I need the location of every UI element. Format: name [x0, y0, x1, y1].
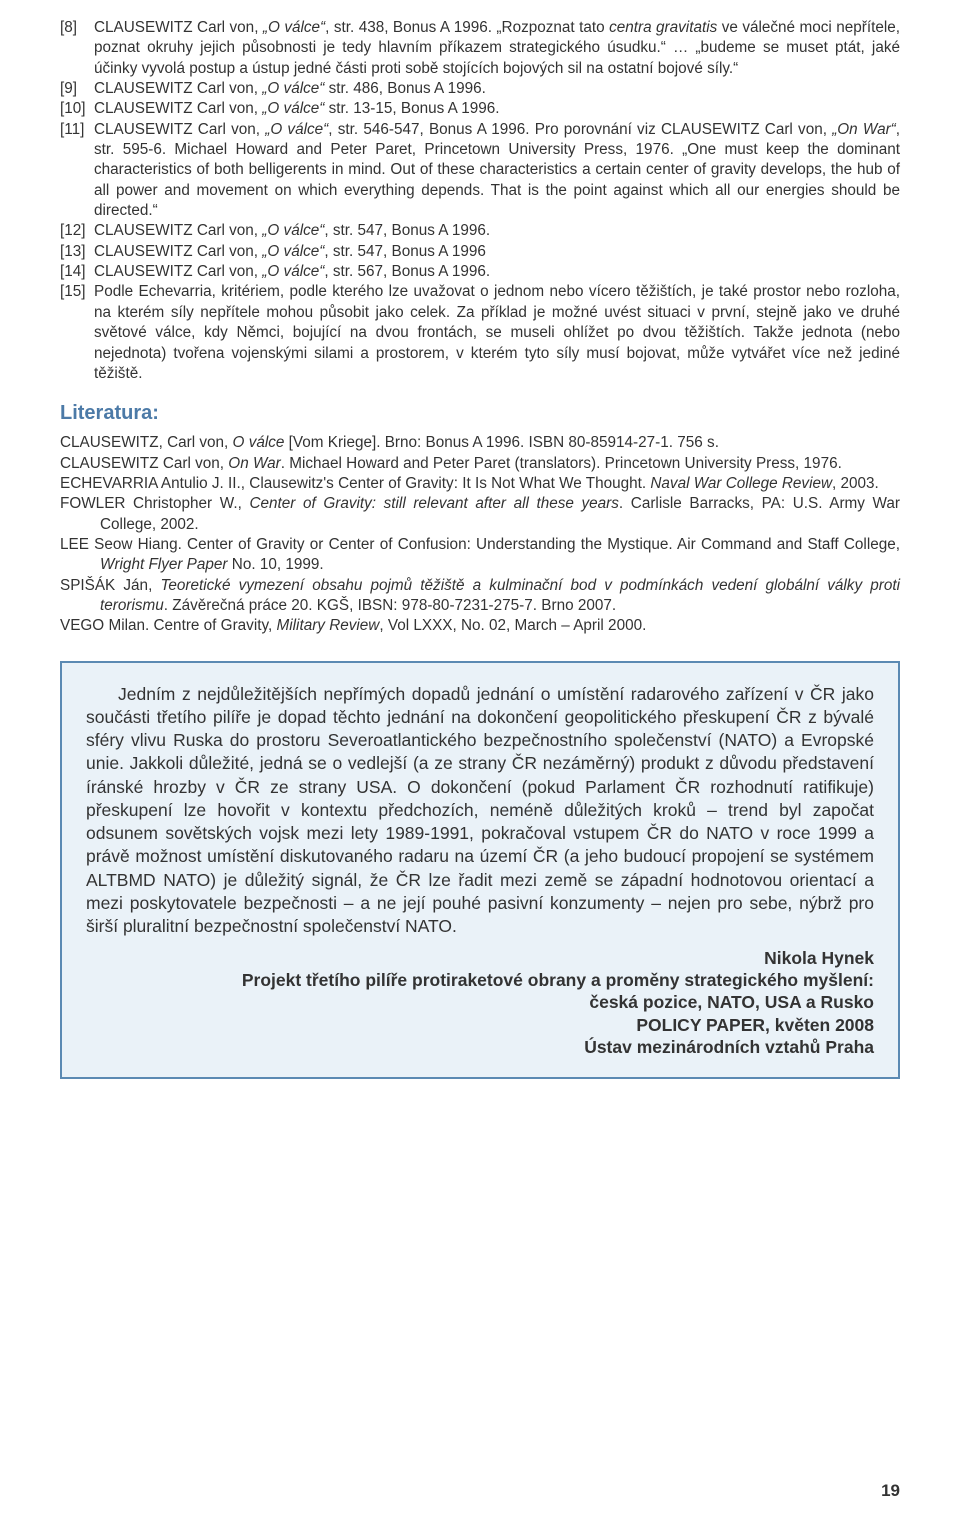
ref-index: [15]: [60, 282, 94, 302]
biblio-entry: VEGO Milan. Centre of Gravity, Military …: [60, 616, 900, 636]
attrib-line: Ústav mezinárodních vztahů Praha: [584, 1037, 874, 1057]
attrib-line: česká pozice, NATO, USA a Rusko: [589, 992, 874, 1012]
callout-attribution: Nikola HynekProjekt třetího pilíře proti…: [86, 947, 874, 1059]
ref-index: [11]: [60, 120, 94, 140]
ref-index: [9]: [60, 79, 94, 99]
reference-item: [11]CLAUSEWITZ Carl von, „O válce“, str.…: [60, 120, 900, 222]
ref-index: [13]: [60, 242, 94, 262]
ref-text: CLAUSEWITZ Carl von, „O válce“ str. 486,…: [94, 79, 900, 99]
ref-index: [14]: [60, 262, 94, 282]
reference-item: [14]CLAUSEWITZ Carl von, „O válce“, str.…: [60, 262, 900, 282]
ref-text: CLAUSEWITZ Carl von, „O válce“, str. 546…: [94, 120, 900, 222]
reference-item: [10]CLAUSEWITZ Carl von, „O válce“ str. …: [60, 99, 900, 119]
ref-text: CLAUSEWITZ Carl von, „O válce“, str. 547…: [94, 221, 900, 241]
ref-text: CLAUSEWITZ Carl von, „O válce“, str. 567…: [94, 262, 900, 282]
ref-index: [8]: [60, 18, 94, 38]
callout-body: Jedním z nejdůležitějších nepřímých dopa…: [86, 683, 874, 939]
bibliography: CLAUSEWITZ, Carl von, O válce [Vom Krieg…: [60, 433, 900, 636]
ref-text: CLAUSEWITZ Carl von, „O válce“, str. 547…: [94, 242, 900, 262]
attrib-line: Projekt třetího pilíře protiraketové obr…: [242, 970, 874, 990]
biblio-entry: FOWLER Christopher W., Center of Gravity…: [60, 494, 900, 535]
attrib-line: Nikola Hynek: [764, 948, 874, 968]
reference-item: [13]CLAUSEWITZ Carl von, „O válce“, str.…: [60, 242, 900, 262]
biblio-entry: LEE Seow Hiang. Center of Gravity or Cen…: [60, 535, 900, 576]
ref-index: [12]: [60, 221, 94, 241]
biblio-entry: ECHEVARRIA Antulio J. II., Clausewitz's …: [60, 474, 900, 494]
reference-list: [8]CLAUSEWITZ Carl von, „O válce“, str. …: [60, 18, 900, 384]
ref-text: CLAUSEWITZ Carl von, „O válce“ str. 13-1…: [94, 99, 900, 119]
ref-text: Podle Echevarria, kritériem, podle které…: [94, 282, 900, 384]
ref-index: [10]: [60, 99, 94, 119]
reference-item: [12]CLAUSEWITZ Carl von, „O válce“, str.…: [60, 221, 900, 241]
literature-heading: Literatura:: [60, 402, 900, 425]
reference-item: [15]Podle Echevarria, kritériem, podle k…: [60, 282, 900, 384]
attrib-line: POLICY PAPER, květen 2008: [636, 1015, 874, 1035]
ref-text: CLAUSEWITZ Carl von, „O válce“, str. 438…: [94, 18, 900, 79]
reference-item: [9]CLAUSEWITZ Carl von, „O válce“ str. 4…: [60, 79, 900, 99]
biblio-entry: CLAUSEWITZ Carl von, On War. Michael How…: [60, 454, 900, 474]
callout-box: Jedním z nejdůležitějších nepřímých dopa…: [60, 661, 900, 1079]
page-number: 19: [881, 1481, 900, 1501]
biblio-entry: SPIŠÁK Ján, Teoretické vymezení obsahu p…: [60, 576, 900, 617]
reference-item: [8]CLAUSEWITZ Carl von, „O válce“, str. …: [60, 18, 900, 79]
biblio-entry: CLAUSEWITZ, Carl von, O válce [Vom Krieg…: [60, 433, 900, 453]
